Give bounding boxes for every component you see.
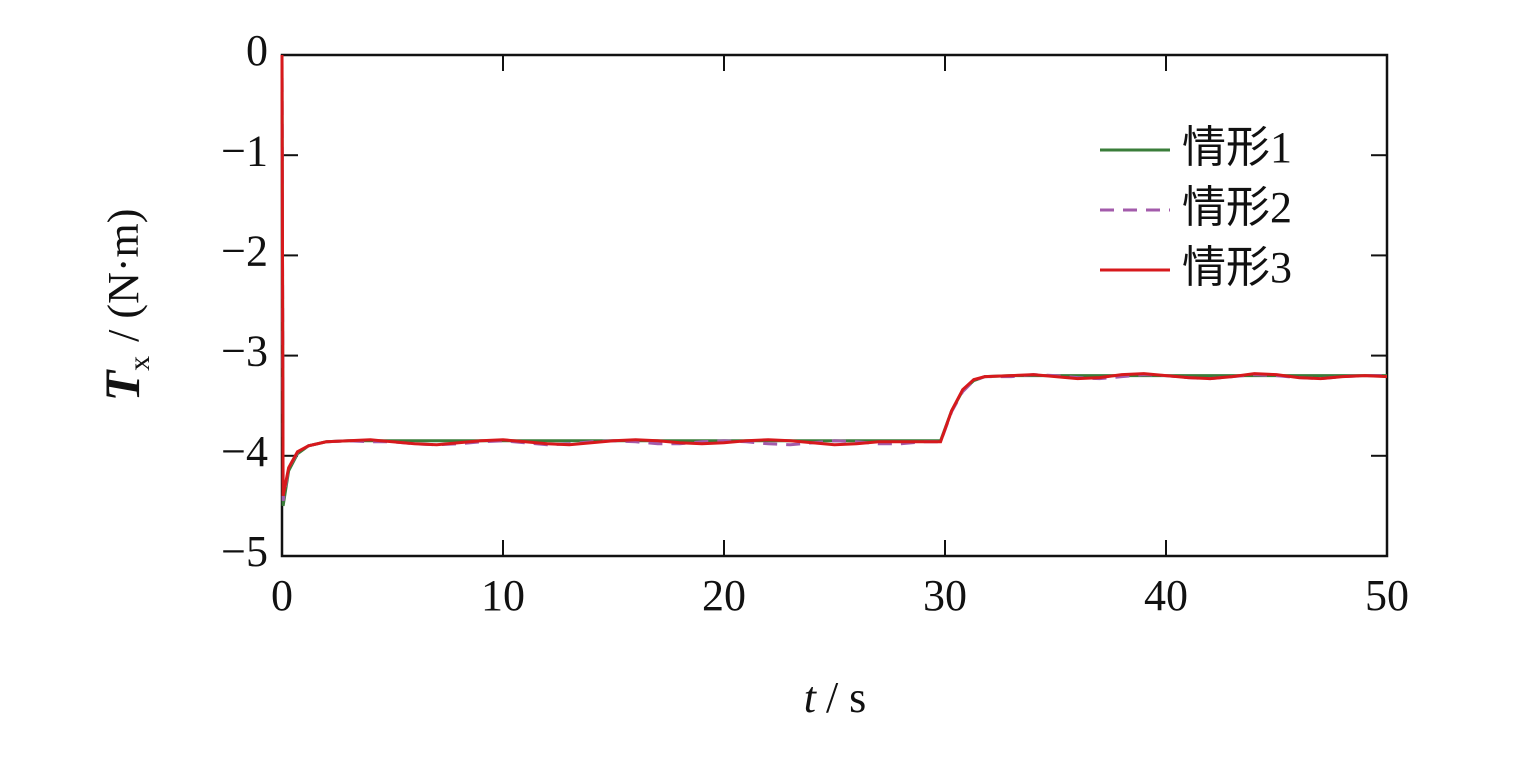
y-axis-label: Tx / (N·m) xyxy=(94,209,155,402)
series-line xyxy=(280,54,1388,497)
legend-label: 情形2 xyxy=(1182,183,1292,232)
series-line xyxy=(280,54,1387,507)
y-tick-label: −2 xyxy=(221,226,268,275)
y-label-symbol: T xyxy=(94,368,150,401)
y-tick-label: −4 xyxy=(221,427,268,476)
x-tick-label: 0 xyxy=(271,571,293,620)
x-tick-label: 40 xyxy=(1144,571,1188,620)
y-tick-label: −3 xyxy=(221,327,268,376)
x-label-symbol: t xyxy=(804,673,818,722)
y-label-subscript: x xyxy=(123,356,156,371)
legend-label: 情形1 xyxy=(1182,123,1292,172)
x-tick-label: 30 xyxy=(923,571,967,620)
x-tick-label: 10 xyxy=(481,571,525,620)
x-axis-label: t / s xyxy=(804,673,867,722)
y-tick-label: 0 xyxy=(246,26,268,75)
y-label-unit: / (N·m) xyxy=(99,209,148,342)
y-tick-label: −1 xyxy=(221,126,268,175)
x-tick-label: 20 xyxy=(702,571,746,620)
x-tick-label: 50 xyxy=(1365,571,1409,620)
legend-label: 情形3 xyxy=(1182,243,1292,292)
y-tick-label: −5 xyxy=(221,527,268,576)
x-label-unit: / s xyxy=(826,673,866,722)
